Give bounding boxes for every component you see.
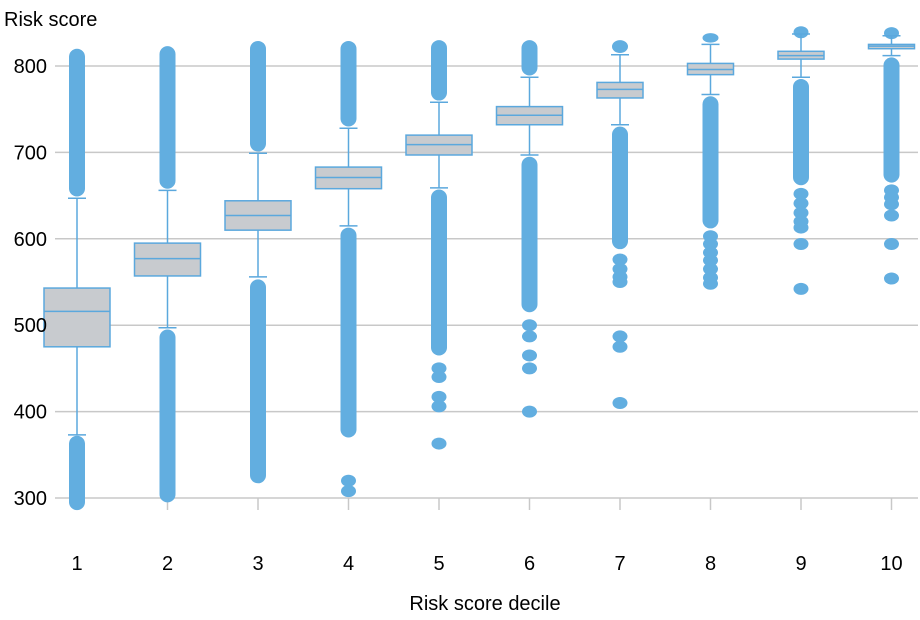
box-decile-8	[686, 33, 735, 290]
outlier-point-10-1	[884, 237, 899, 250]
x-tick-label-3: 3	[252, 553, 263, 575]
x-tick-label-2: 2	[162, 553, 173, 575]
y-tick-label-300: 300	[14, 488, 47, 510]
box-layer	[43, 26, 916, 511]
x-tick-label-4: 4	[343, 553, 354, 575]
x-axis-title: Risk score decile	[409, 593, 560, 615]
x-tick-label-8: 8	[705, 553, 716, 575]
box-decile-6	[495, 40, 564, 418]
box-decile-2	[133, 46, 202, 503]
x-tick-label-10: 10	[880, 553, 902, 575]
outlier-point-9-6	[793, 187, 809, 200]
outlier-band-4-0	[340, 227, 357, 438]
outlier-point-5-2	[431, 390, 447, 403]
iqr-box-1	[43, 287, 111, 348]
outlier-band-3-1	[250, 40, 266, 152]
outlier-band-1-0	[69, 435, 85, 511]
outlier-band-6-1	[521, 40, 538, 76]
y-tick-label-600: 600	[14, 229, 47, 251]
outlier-point-10-5	[884, 184, 899, 197]
outlier-band-9-0	[793, 78, 809, 186]
outlier-point-6-4	[522, 319, 537, 332]
box-decile-3	[224, 40, 292, 484]
outlier-band-5-0	[431, 189, 447, 356]
outlier-point-5-1	[431, 400, 447, 413]
outlier-point-9-1	[793, 237, 809, 250]
box-decile-1	[43, 48, 111, 511]
outlier-point-8-1	[703, 271, 718, 284]
outlier-band-7-0	[612, 126, 628, 250]
y-tick-label-500: 500	[14, 315, 47, 337]
outlier-point-9-4	[793, 206, 809, 219]
outlier-band-7-1	[612, 40, 628, 54]
outlier-point-5-0	[431, 437, 447, 450]
outlier-band-6-0	[521, 156, 538, 313]
outlier-point-8-4	[703, 246, 718, 259]
x-tick-marks	[76, 498, 893, 510]
x-tick-label-9: 9	[795, 553, 806, 575]
outlier-band-8-0	[702, 96, 719, 229]
outlier-band-2-1	[159, 46, 176, 189]
outlier-point-8-2	[703, 263, 718, 276]
x-tick-label-6: 6	[524, 553, 535, 575]
outlier-point-10-2	[884, 209, 899, 222]
box-decile-10	[867, 27, 916, 285]
outlier-band-5-1	[431, 40, 447, 101]
outlier-point-5-4	[431, 362, 447, 375]
box-decile-4	[314, 40, 383, 498]
outlier-point-9-0	[793, 282, 809, 295]
x-tick-labels: 1 2 3 4 5 6 7 8 9 10	[71, 553, 902, 575]
iqr-box-2	[133, 242, 202, 277]
box-decile-7	[596, 40, 644, 409]
outlier-point-7-0	[612, 396, 628, 409]
y-axis-title: Risk score	[4, 9, 97, 31]
outlier-point-5-3	[431, 371, 447, 384]
grid-layer	[55, 65, 918, 499]
x-tick-label-1: 1	[71, 553, 82, 575]
y-tick-labels: 300 400 500 600 700 800	[14, 56, 47, 510]
outlier-point-9-3	[793, 215, 809, 228]
iqr-box-7	[596, 81, 644, 99]
outlier-point-6-0	[522, 405, 537, 418]
outlier-point-4-1	[341, 474, 356, 487]
x-tick-label-5: 5	[433, 553, 444, 575]
outlier-point-4-0	[341, 485, 356, 498]
outlier-point-9-5	[793, 197, 809, 210]
outlier-point-6-1	[522, 362, 537, 375]
outlier-point-4-3	[341, 405, 356, 418]
outlier-band-2-0	[159, 329, 176, 503]
outlier-point-8-6	[703, 230, 718, 243]
outlier-point-9-7	[793, 26, 809, 39]
outlier-band-10-0	[883, 57, 900, 183]
x-tick-label-7: 7	[614, 553, 625, 575]
outlier-point-7-5	[612, 263, 628, 276]
outlier-point-7-6	[612, 253, 628, 266]
outlier-point-7-2	[612, 330, 628, 343]
box-decile-9	[777, 26, 825, 295]
outlier-band-4-1	[340, 40, 357, 127]
outlier-point-6-3	[522, 330, 537, 343]
outlier-band-8-1	[702, 33, 719, 43]
outlier-band-1-1	[69, 48, 85, 197]
outlier-point-7-1	[612, 340, 628, 353]
y-tick-label-700: 700	[14, 142, 47, 164]
y-tick-label-800: 800	[14, 56, 47, 78]
outlier-point-6-2	[522, 349, 537, 362]
outlier-point-10-0	[884, 272, 899, 285]
y-tick-label-400: 400	[14, 402, 47, 424]
box-decile-5	[405, 40, 473, 450]
outlier-band-3-0	[250, 279, 266, 484]
